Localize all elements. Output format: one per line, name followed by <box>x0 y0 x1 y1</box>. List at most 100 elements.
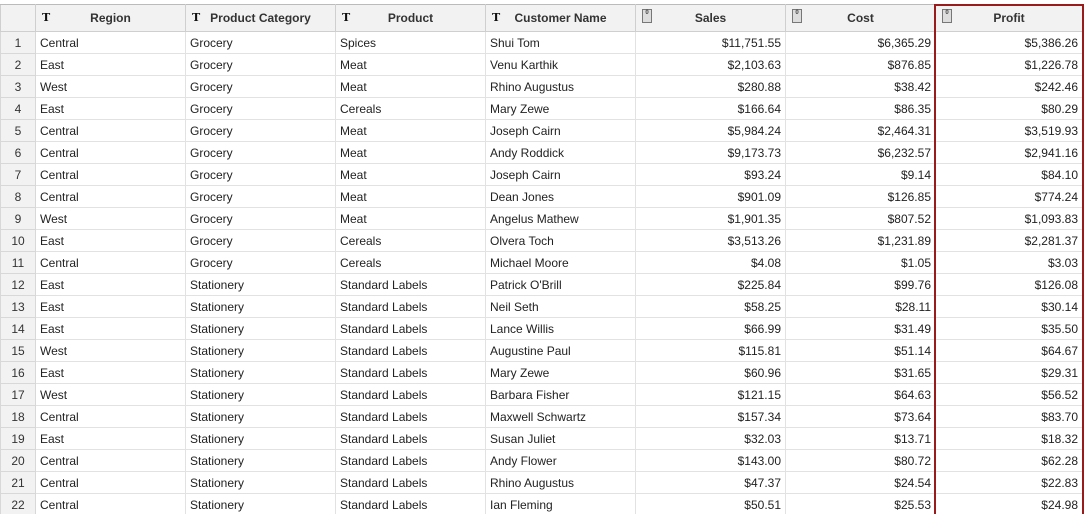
cell-sales[interactable]: $115.81 <box>635 339 786 362</box>
cell-product[interactable]: Standard Labels <box>335 427 486 450</box>
column-header-product-category[interactable]: T Product Category <box>185 4 336 32</box>
cell-cost[interactable]: $31.49 <box>785 317 936 340</box>
cell-sales[interactable]: $50.51 <box>635 493 786 514</box>
cell-product-category[interactable]: Grocery <box>185 163 336 186</box>
cell-region[interactable]: Central <box>35 141 186 164</box>
cell-sales[interactable]: $4.08 <box>635 251 786 274</box>
cell-product-category[interactable]: Stationery <box>185 471 336 494</box>
row-number[interactable]: 18 <box>0 405 36 428</box>
cell-profit[interactable]: $18.32 <box>935 427 1083 450</box>
cell-profit[interactable]: $774.24 <box>935 185 1083 208</box>
row-number[interactable]: 5 <box>0 119 36 142</box>
cell-product-category[interactable]: Grocery <box>185 75 336 98</box>
cell-customer-name[interactable]: Susan Juliet <box>485 427 636 450</box>
cell-product[interactable]: Meat <box>335 163 486 186</box>
cell-profit[interactable]: $242.46 <box>935 75 1083 98</box>
cell-sales[interactable]: $166.64 <box>635 97 786 120</box>
cell-sales[interactable]: $47.37 <box>635 471 786 494</box>
cell-cost[interactable]: $25.53 <box>785 493 936 514</box>
cell-cost[interactable]: $1,231.89 <box>785 229 936 252</box>
cell-profit[interactable]: $1,226.78 <box>935 53 1083 76</box>
row-number[interactable]: 3 <box>0 75 36 98</box>
cell-region[interactable]: East <box>35 229 186 252</box>
row-number[interactable]: 12 <box>0 273 36 296</box>
cell-product-category[interactable]: Grocery <box>185 119 336 142</box>
cell-sales[interactable]: $66.99 <box>635 317 786 340</box>
cell-sales[interactable]: $3,513.26 <box>635 229 786 252</box>
column-header-sales[interactable]: 0 Sales <box>635 4 786 32</box>
row-number[interactable]: 1 <box>0 31 36 54</box>
table-row[interactable]: 13 East Stationery Standard Labels Neil Seth… <box>0 295 1083 318</box>
cell-product[interactable]: Meat <box>335 53 486 76</box>
cell-product[interactable]: Standard Labels <box>335 471 486 494</box>
cell-sales[interactable]: $901.09 <box>635 185 786 208</box>
cell-region[interactable]: West <box>35 339 186 362</box>
row-number[interactable]: 8 <box>0 185 36 208</box>
cell-customer-name[interactable]: Shui Tom <box>485 31 636 54</box>
cell-sales[interactable]: $9,173.73 <box>635 141 786 164</box>
cell-customer-name[interactable]: Mary Zewe <box>485 97 636 120</box>
cell-profit[interactable]: $3.03 <box>935 251 1083 274</box>
cell-customer-name[interactable]: Neil Seth <box>485 295 636 318</box>
cell-cost[interactable]: $9.14 <box>785 163 936 186</box>
row-number[interactable]: 15 <box>0 339 36 362</box>
cell-product-category[interactable]: Grocery <box>185 207 336 230</box>
numeric-type-icon[interactable]: 0 <box>642 9 652 23</box>
cell-product[interactable]: Meat <box>335 119 486 142</box>
cell-product[interactable]: Standard Labels <box>335 493 486 514</box>
cell-region[interactable]: West <box>35 75 186 98</box>
row-number[interactable]: 14 <box>0 317 36 340</box>
cell-region[interactable]: East <box>35 361 186 384</box>
cell-profit[interactable]: $1,093.83 <box>935 207 1083 230</box>
cell-region[interactable]: West <box>35 383 186 406</box>
cell-product[interactable]: Standard Labels <box>335 449 486 472</box>
cell-product-category[interactable]: Stationery <box>185 405 336 428</box>
cell-customer-name[interactable]: Maxwell Schwartz <box>485 405 636 428</box>
cell-customer-name[interactable]: Venu Karthik <box>485 53 636 76</box>
cell-sales[interactable]: $2,103.63 <box>635 53 786 76</box>
cell-product-category[interactable]: Stationery <box>185 339 336 362</box>
table-row[interactable]: 5 Central Grocery Meat Joseph Cairn $5,984.24… <box>0 119 1083 142</box>
row-number[interactable]: 21 <box>0 471 36 494</box>
cell-product-category[interactable]: Grocery <box>185 97 336 120</box>
cell-product-category[interactable]: Grocery <box>185 185 336 208</box>
cell-customer-name[interactable]: Andy Flower <box>485 449 636 472</box>
cell-product[interactable]: Standard Labels <box>335 273 486 296</box>
cell-region[interactable]: East <box>35 427 186 450</box>
cell-product-category[interactable]: Grocery <box>185 251 336 274</box>
cell-sales[interactable]: $58.25 <box>635 295 786 318</box>
cell-product-category[interactable]: Stationery <box>185 427 336 450</box>
row-number[interactable]: 7 <box>0 163 36 186</box>
cell-sales[interactable]: $93.24 <box>635 163 786 186</box>
cell-sales[interactable]: $32.03 <box>635 427 786 450</box>
row-number[interactable]: 10 <box>0 229 36 252</box>
cell-profit[interactable]: $29.31 <box>935 361 1083 384</box>
cell-customer-name[interactable]: Dean Jones <box>485 185 636 208</box>
row-number[interactable]: 20 <box>0 449 36 472</box>
column-header-region[interactable]: T Region <box>35 4 186 32</box>
cell-region[interactable]: East <box>35 295 186 318</box>
cell-customer-name[interactable]: Joseph Cairn <box>485 163 636 186</box>
cell-cost[interactable]: $876.85 <box>785 53 936 76</box>
table-row[interactable]: 8 Central Grocery Meat Dean Jones $901.09 $126… <box>0 185 1083 208</box>
cell-region[interactable]: East <box>35 97 186 120</box>
cell-product-category[interactable]: Stationery <box>185 493 336 514</box>
table-row[interactable]: 9 West Grocery Meat Angelus Mathew $1,901.35 $… <box>0 207 1083 230</box>
cell-profit[interactable]: $84.10 <box>935 163 1083 186</box>
table-row[interactable]: 4 East Grocery Cereals Mary Zewe $166.64 $86.3… <box>0 97 1083 120</box>
table-row[interactable]: 19 East Stationery Standard Labels Susan Jul… <box>0 427 1083 450</box>
cell-customer-name[interactable]: Barbara Fisher <box>485 383 636 406</box>
cell-product-category[interactable]: Stationery <box>185 295 336 318</box>
cell-region[interactable]: Central <box>35 405 186 428</box>
cell-cost[interactable]: $64.63 <box>785 383 936 406</box>
cell-profit[interactable]: $24.98 <box>935 493 1083 514</box>
cell-cost[interactable]: $80.72 <box>785 449 936 472</box>
cell-sales[interactable]: $60.96 <box>635 361 786 384</box>
cell-product-category[interactable]: Grocery <box>185 53 336 76</box>
cell-region[interactable]: Central <box>35 251 186 274</box>
table-row[interactable]: 6 Central Grocery Meat Andy Roddick $9,173.73… <box>0 141 1083 164</box>
cell-region[interactable]: East <box>35 317 186 340</box>
cell-product[interactable]: Cereals <box>335 229 486 252</box>
table-row[interactable]: 22 Central Stationery Standard Labels Ian Fl… <box>0 493 1083 514</box>
table-row[interactable]: 2 East Grocery Meat Venu Karthik $2,103.63 $87… <box>0 53 1083 76</box>
